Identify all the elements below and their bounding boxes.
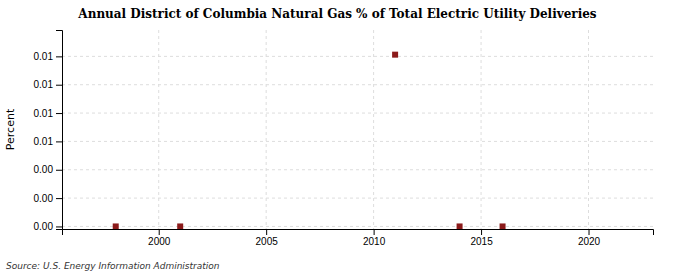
tick: 2015: [470, 229, 493, 247]
tick-label: 0.00: [34, 221, 54, 232]
y-axis: 0.00 0.00 0.00 0.01 0.01 0.01 0.01: [34, 31, 63, 233]
tick-mark: [159, 229, 160, 235]
grid-line: [62, 56, 653, 57]
chart: 2000 2005 2010 2015 2020 0.00 0.00 0.00 0.01 0.01…: [0, 0, 675, 275]
point: [113, 223, 119, 229]
tick: 0.01: [34, 51, 62, 62]
tick: 0.00: [34, 193, 62, 204]
grid-line: [62, 198, 653, 199]
tick-mark: [266, 229, 267, 235]
grid-line: [62, 113, 653, 114]
plot: 2000 2005 2010 2015 2020 0.00 0.00 0.00 0.01 0.01…: [34, 30, 654, 247]
grid-line: [62, 84, 653, 85]
axis-line: [63, 230, 654, 236]
tick: 0.00: [34, 164, 62, 175]
point: [392, 52, 398, 58]
grid-line: [62, 169, 653, 170]
tick-label: 2010: [363, 236, 386, 247]
tick: 2000: [148, 229, 171, 247]
tick: 0.01: [34, 136, 62, 147]
grid-line: [266, 30, 267, 229]
grid-line: [62, 141, 653, 142]
marks: [113, 52, 506, 229]
tick-mark: [374, 229, 375, 235]
tick-label: 2015: [470, 236, 493, 247]
point: [500, 223, 506, 229]
grid: [62, 30, 653, 229]
tick-mark: [56, 85, 62, 86]
tick-label: 2000: [148, 236, 171, 247]
x-axis: 2000 2005 2010 2015 2020: [63, 229, 654, 247]
tick-label: 0.00: [34, 164, 54, 175]
tick-label: 0.01: [34, 51, 54, 62]
tick-mark: [56, 141, 62, 142]
tick: 0.01: [34, 108, 62, 119]
grid-line: [481, 30, 482, 229]
tick-label: 0.01: [34, 79, 54, 90]
tick: 2020: [578, 229, 601, 247]
tick-label: 2005: [256, 236, 279, 247]
axis-line: [56, 31, 63, 230]
tick-mark: [56, 170, 62, 171]
point: [177, 223, 183, 229]
grid-line: [373, 30, 374, 229]
point: [457, 223, 463, 229]
tick-mark: [56, 56, 62, 57]
tick: 2005: [256, 229, 279, 247]
tick-mark: [56, 226, 62, 227]
y-axis-title: Percent: [4, 108, 17, 150]
annotation: Source: U.S. Energy Information Administ…: [6, 261, 220, 271]
tick-label: 0.01: [34, 136, 54, 147]
tick-mark: [481, 229, 482, 235]
grid-line: [62, 226, 653, 227]
tick: 0.01: [34, 79, 62, 90]
tick-label: 0.00: [34, 193, 54, 204]
tick-mark: [56, 113, 62, 114]
title: Annual District of Columbia Natural Gas …: [77, 7, 597, 21]
tick: 2010: [363, 229, 386, 247]
grid-line: [588, 30, 589, 229]
tick-label: 2020: [578, 236, 601, 247]
tick-mark: [589, 229, 590, 235]
grid-line: [158, 30, 159, 229]
tick-label: 0.01: [34, 108, 54, 119]
tick: 0.00: [34, 221, 62, 232]
tick-mark: [56, 198, 62, 199]
